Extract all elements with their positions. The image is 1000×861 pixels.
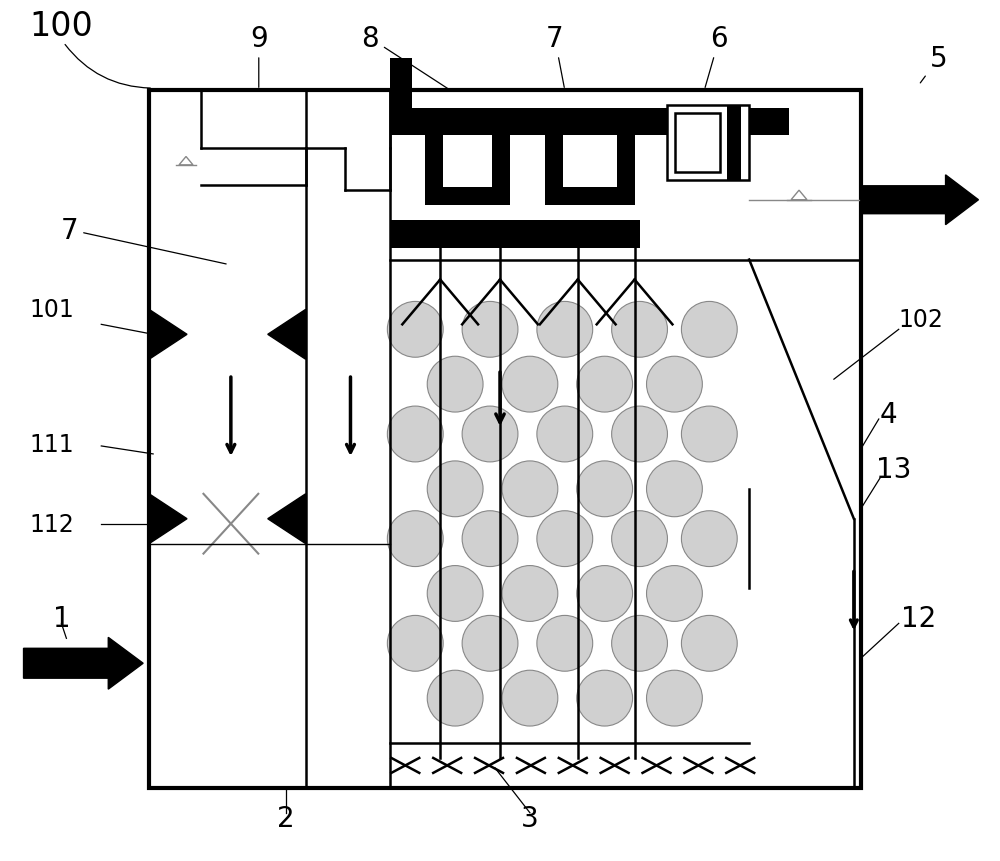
Text: 3: 3 xyxy=(521,804,539,832)
Text: 4: 4 xyxy=(880,400,898,429)
Bar xyxy=(667,106,749,181)
Circle shape xyxy=(612,302,667,358)
Bar xyxy=(425,188,510,206)
Text: 5: 5 xyxy=(920,45,947,84)
Circle shape xyxy=(681,406,737,462)
Circle shape xyxy=(502,356,558,412)
Polygon shape xyxy=(149,310,187,360)
Circle shape xyxy=(537,511,593,567)
Circle shape xyxy=(427,566,483,622)
Text: 9: 9 xyxy=(250,25,268,88)
Circle shape xyxy=(462,616,518,672)
Text: 1: 1 xyxy=(53,604,70,633)
Circle shape xyxy=(462,511,518,567)
Circle shape xyxy=(387,302,443,358)
Text: 101: 101 xyxy=(30,298,74,322)
Circle shape xyxy=(387,406,443,462)
Text: 7: 7 xyxy=(61,216,226,264)
Bar xyxy=(727,106,741,181)
Bar xyxy=(492,136,510,206)
Circle shape xyxy=(612,511,667,567)
Polygon shape xyxy=(268,494,306,544)
Circle shape xyxy=(681,616,737,672)
Bar xyxy=(545,136,563,206)
Circle shape xyxy=(577,461,633,517)
Circle shape xyxy=(502,566,558,622)
Circle shape xyxy=(647,356,702,412)
Circle shape xyxy=(577,671,633,726)
Circle shape xyxy=(387,511,443,567)
Circle shape xyxy=(612,616,667,672)
Circle shape xyxy=(577,356,633,412)
Circle shape xyxy=(427,356,483,412)
Polygon shape xyxy=(149,494,187,544)
Polygon shape xyxy=(861,176,978,226)
Bar xyxy=(149,91,861,788)
Circle shape xyxy=(537,406,593,462)
Circle shape xyxy=(427,461,483,517)
Polygon shape xyxy=(268,310,306,360)
Bar xyxy=(617,136,635,206)
Polygon shape xyxy=(24,638,143,690)
Bar xyxy=(545,188,635,206)
Circle shape xyxy=(462,406,518,462)
Circle shape xyxy=(681,302,737,358)
Text: 2: 2 xyxy=(277,804,295,832)
Circle shape xyxy=(537,302,593,358)
Text: 111: 111 xyxy=(30,432,74,456)
Text: 100: 100 xyxy=(30,9,93,43)
Circle shape xyxy=(387,616,443,672)
Circle shape xyxy=(537,616,593,672)
Circle shape xyxy=(502,671,558,726)
Bar xyxy=(390,220,640,248)
Circle shape xyxy=(427,671,483,726)
Text: 7: 7 xyxy=(546,25,564,89)
Bar xyxy=(390,108,789,136)
Bar xyxy=(425,136,443,206)
Circle shape xyxy=(647,566,702,622)
Circle shape xyxy=(502,461,558,517)
Text: 112: 112 xyxy=(30,512,74,536)
Text: 13: 13 xyxy=(876,455,911,483)
Circle shape xyxy=(647,671,702,726)
Circle shape xyxy=(462,302,518,358)
Bar xyxy=(675,114,720,173)
Circle shape xyxy=(647,461,702,517)
Circle shape xyxy=(612,406,667,462)
Bar xyxy=(390,59,412,136)
Text: 12: 12 xyxy=(901,604,936,633)
Text: 6: 6 xyxy=(705,25,728,89)
Text: 8: 8 xyxy=(362,25,448,90)
Text: 102: 102 xyxy=(899,308,944,332)
Circle shape xyxy=(681,511,737,567)
Circle shape xyxy=(577,566,633,622)
